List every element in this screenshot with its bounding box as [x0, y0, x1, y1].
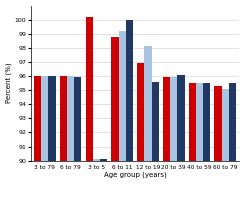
Bar [49, 76, 56, 161]
Bar [34, 76, 41, 161]
Bar [41, 76, 49, 161]
Bar [177, 75, 184, 161]
Bar [189, 83, 196, 161]
Bar [163, 77, 170, 161]
Bar [229, 83, 236, 161]
Bar [144, 46, 152, 161]
Bar [100, 159, 107, 161]
Bar [203, 83, 210, 161]
Bar [93, 159, 100, 161]
Bar [152, 82, 159, 161]
Bar [214, 86, 222, 161]
Bar [222, 89, 229, 161]
Bar [170, 77, 177, 161]
X-axis label: Age group (years): Age group (years) [104, 171, 166, 178]
Y-axis label: Percent (%): Percent (%) [6, 63, 12, 103]
Bar [60, 76, 67, 161]
Bar [111, 37, 119, 161]
Bar [67, 76, 74, 161]
Bar [119, 31, 126, 161]
Bar [74, 77, 81, 161]
Bar [86, 17, 93, 161]
Bar [126, 20, 133, 161]
Bar [137, 63, 144, 161]
Bar [196, 83, 203, 161]
